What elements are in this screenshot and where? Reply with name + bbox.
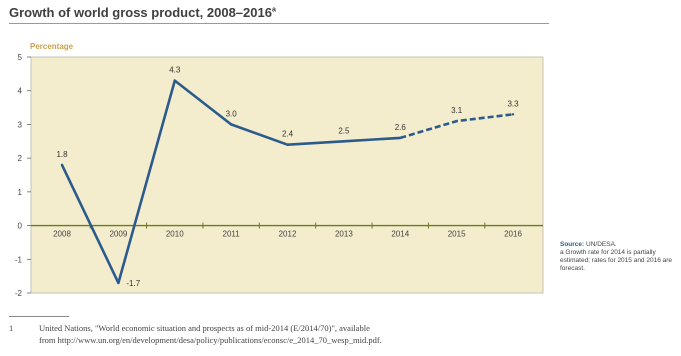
y-tick-label: 5: [18, 53, 23, 62]
y-axis-label: Percentage: [30, 42, 74, 51]
y-tick-label: 4: [18, 87, 23, 96]
footnote: 1 United Nations, "World economic situati…: [9, 322, 674, 346]
x-tick-label: 2013: [335, 230, 353, 239]
data-label: 4.3: [169, 66, 181, 75]
y-tick-label: 1: [18, 188, 23, 197]
data-label: 3.0: [226, 109, 238, 118]
data-point: [173, 79, 176, 82]
data-point: [455, 119, 458, 123]
x-tick-label: 2008: [53, 230, 71, 239]
footnote-line-2: from http://www.un.org/en/development/de…: [39, 335, 382, 345]
data-label: 3.3: [507, 99, 519, 108]
data-label: 2.5: [338, 126, 350, 135]
y-tick-label: 2: [18, 154, 23, 163]
forecast-note: a Growth rate for 2014 is partially esti…: [560, 249, 673, 272]
footnote-line-1: United Nations, "World economic situatio…: [39, 323, 370, 333]
plot-area: [30, 56, 544, 294]
x-tick-label: 2014: [391, 230, 409, 239]
title-note-marker: a: [271, 6, 276, 14]
data-point: [342, 140, 346, 143]
data-point: [60, 163, 64, 167]
source-label: Source:: [560, 241, 585, 248]
footnote-divider: [9, 316, 69, 317]
y-tick-label: 3: [18, 120, 23, 129]
x-tick-label: 2010: [166, 230, 184, 239]
y-tick-label: 0: [18, 222, 23, 231]
source-text: UN/DESA.: [586, 241, 617, 248]
x-tick-label: 2011: [223, 230, 241, 239]
data-label: 3.1: [451, 106, 463, 115]
line-chart: -2 -1 0 1 2 3 4 5 2008 2009 2010 2011 2012 2013 2014 20…: [15, 53, 544, 298]
chart-title: Growth of world gross product, 2008–2016…: [9, 5, 549, 24]
data-point: [286, 143, 289, 146]
data-label: 1.8: [56, 150, 68, 159]
x-tick-label: 2009: [109, 230, 127, 239]
footnote-number: 1: [9, 323, 14, 333]
data-point: [229, 123, 233, 126]
data-point: [511, 113, 515, 116]
y-tick-label: -2: [15, 289, 23, 298]
y-tick-label: -1: [15, 255, 23, 264]
source-note: Source: UN/DESA. a Growth rate for 2014 …: [560, 241, 678, 273]
x-tick-label: 2016: [504, 230, 522, 239]
x-tick-label: 2012: [279, 230, 297, 239]
data-label: -1.7: [126, 279, 140, 288]
data-label: 2.6: [395, 123, 407, 132]
data-point: [399, 136, 402, 140]
data-label: 2.4: [282, 130, 294, 139]
data-point: [117, 281, 120, 285]
x-tick-label: 2015: [448, 230, 466, 239]
